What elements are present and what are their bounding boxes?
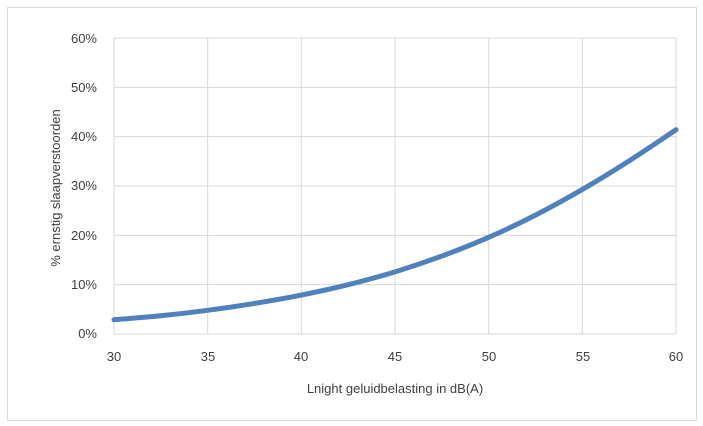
y-axis-title: % ernstig slaapverstoorden <box>48 109 63 267</box>
x-axis-ticks: 30 35 40 45 50 55 60 <box>107 349 683 364</box>
series-layer <box>111 127 679 323</box>
x-axis-title: Lnight geluidbelasting in dB(A) <box>307 381 483 396</box>
x-tick-label: 45 <box>388 349 402 364</box>
x-tick-label: 35 <box>201 349 215 364</box>
y-tick-label: 40% <box>71 129 97 144</box>
gridlines <box>113 37 677 335</box>
x-tick-label: 55 <box>576 349 590 364</box>
y-tick-label: 50% <box>71 80 97 95</box>
y-tick-label: 20% <box>71 228 97 243</box>
y-tick-label: 0% <box>78 326 97 341</box>
y-tick-label: 60% <box>71 31 97 46</box>
series-line <box>111 127 679 323</box>
x-tick-label: 50 <box>482 349 496 364</box>
y-tick-label: 30% <box>71 178 97 193</box>
x-tick-label: 60 <box>669 349 683 364</box>
y-axis-ticks: 0% 10% 20% 30% 40% 50% 60% <box>71 31 97 341</box>
x-tick-label: 40 <box>294 349 308 364</box>
y-tick-label: 10% <box>71 277 97 292</box>
x-tick-label: 30 <box>107 349 121 364</box>
